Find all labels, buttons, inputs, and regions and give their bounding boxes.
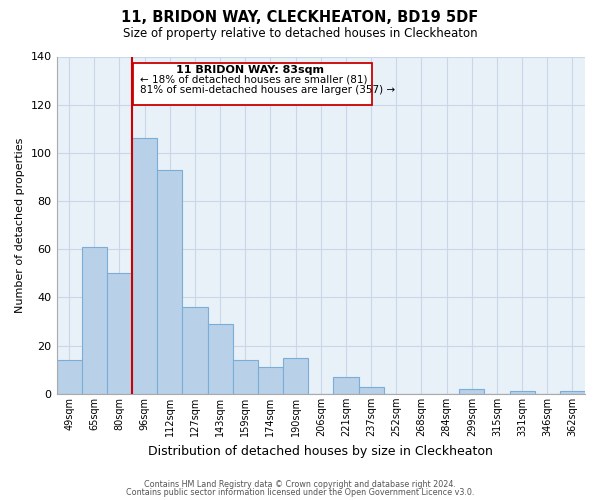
X-axis label: Distribution of detached houses by size in Cleckheaton: Distribution of detached houses by size …: [148, 444, 493, 458]
Bar: [359, 386, 383, 394]
Bar: [233, 360, 258, 394]
Bar: [157, 170, 182, 394]
Bar: [208, 324, 233, 394]
Bar: [560, 392, 585, 394]
Text: ← 18% of detached houses are smaller (81): ← 18% of detached houses are smaller (81…: [140, 74, 367, 85]
Text: 11, BRIDON WAY, CLECKHEATON, BD19 5DF: 11, BRIDON WAY, CLECKHEATON, BD19 5DF: [121, 10, 479, 25]
Text: Contains HM Land Registry data © Crown copyright and database right 2024.: Contains HM Land Registry data © Crown c…: [144, 480, 456, 489]
Bar: [509, 392, 535, 394]
Bar: [334, 377, 359, 394]
Text: Contains public sector information licensed under the Open Government Licence v3: Contains public sector information licen…: [126, 488, 474, 497]
Bar: [82, 247, 107, 394]
Bar: [56, 360, 82, 394]
Text: Size of property relative to detached houses in Cleckheaton: Size of property relative to detached ho…: [122, 28, 478, 40]
Y-axis label: Number of detached properties: Number of detached properties: [15, 138, 25, 313]
Bar: [258, 368, 283, 394]
Bar: [182, 307, 208, 394]
Text: 81% of semi-detached houses are larger (357) →: 81% of semi-detached houses are larger (…: [140, 86, 395, 96]
Bar: [133, 62, 371, 104]
Bar: [132, 138, 157, 394]
Text: 11 BRIDON WAY: 83sqm: 11 BRIDON WAY: 83sqm: [176, 65, 325, 75]
Bar: [107, 274, 132, 394]
Bar: [459, 389, 484, 394]
Bar: [283, 358, 308, 394]
